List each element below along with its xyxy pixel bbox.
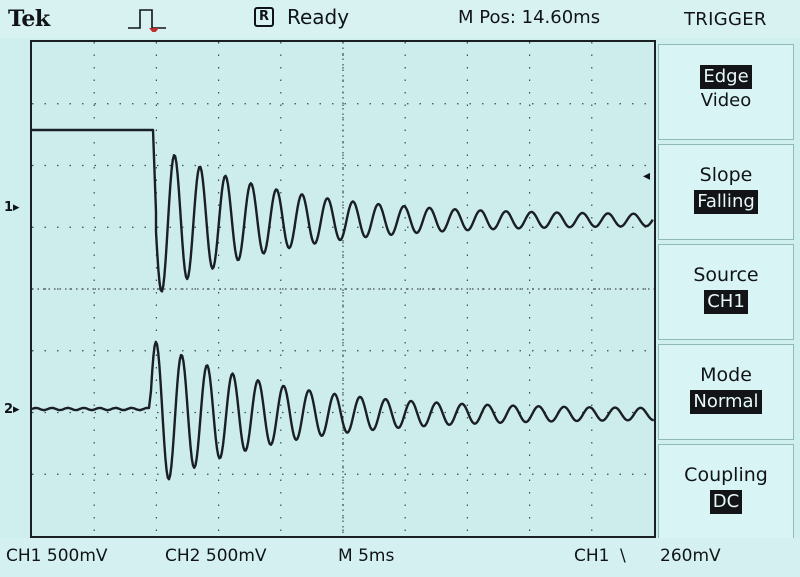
trigger-source-readout: CH1: [574, 546, 610, 566]
coupling-value: DC: [709, 490, 743, 514]
run-state-icon: R: [254, 7, 274, 27]
slope-label: Slope: [699, 164, 753, 186]
coupling-label: Coupling: [684, 464, 768, 486]
trigger-slope-icon: \: [620, 546, 626, 566]
ch1-scale: CH1 500mV: [6, 546, 108, 566]
trigger-pulse-icon: [128, 9, 166, 32]
status-bar: Tek R Ready M Pos: 14.60ms TRIGGER: [0, 0, 800, 38]
brand-logo: Tek: [8, 6, 50, 32]
mode-button[interactable]: Mode Normal: [658, 344, 794, 440]
graticule: [32, 42, 654, 536]
trigger-type-button[interactable]: Edge Video: [658, 44, 794, 140]
mode-label: Mode: [700, 364, 752, 386]
trigger-menu-panel: Edge Video Slope Falling Source CH1 Mode…: [656, 44, 800, 544]
slope-value: Falling: [694, 190, 758, 214]
waveform-display: [30, 40, 656, 538]
horizontal-position-readout: M Pos: 14.60ms: [458, 7, 601, 28]
slope-button[interactable]: Slope Falling: [658, 144, 794, 240]
source-value: CH1: [704, 290, 748, 314]
menu-title: TRIGGER: [684, 9, 767, 30]
source-label: Source: [693, 264, 759, 286]
trigger-level-marker: ◂: [643, 168, 651, 184]
ch2-ground-marker: 2▸: [4, 402, 20, 417]
trigger-level-readout: 260mV: [660, 546, 721, 566]
timebase-readout: M 5ms: [338, 546, 395, 566]
ch2-trace: [32, 340, 654, 481]
ch2-scale: CH2 500mV: [165, 546, 267, 566]
scale-readout-bar: CH1 500mV CH2 500mV M 5ms CH1 \ 260mV: [0, 538, 800, 577]
trigger-type-selected: Edge: [700, 65, 752, 89]
acquisition-status: Ready: [287, 5, 350, 29]
trigger-type-alt: Video: [700, 90, 752, 111]
source-button[interactable]: Source CH1: [658, 244, 794, 340]
mode-value: Normal: [690, 390, 762, 414]
ch1-ground-marker: 1▸: [4, 200, 20, 215]
ch1-trace: [32, 128, 654, 293]
coupling-button[interactable]: Coupling DC: [658, 444, 794, 540]
